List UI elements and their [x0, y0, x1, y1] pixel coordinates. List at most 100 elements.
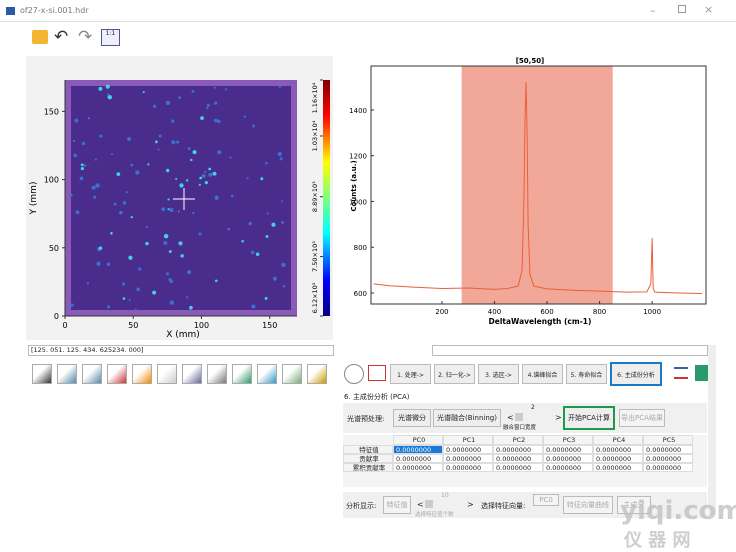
minimize[interactable]: – [650, 4, 656, 17]
column-header: PC2 [493, 435, 543, 445]
hot-pixel [79, 176, 84, 181]
redo-icon[interactable]: ↷ [78, 27, 93, 47]
table-cell: 0.0000000 [593, 454, 643, 463]
y-axis-label: Y (mm) [29, 182, 39, 216]
tool-icon[interactable] [82, 364, 102, 384]
hot-pixel [190, 158, 193, 162]
export-icon[interactable] [695, 365, 709, 381]
scrollbar[interactable] [708, 345, 716, 515]
hot-pixel [282, 284, 286, 288]
tool-icon[interactable] [157, 364, 177, 384]
tool-icon[interactable] [207, 364, 227, 384]
display-row: 分析显示: 特征值 < 10 选择特征值个数 > 选择特征向量: PC0 特征向… [343, 492, 707, 518]
map-body [71, 86, 291, 310]
close[interactable]: × [704, 3, 714, 16]
zoom-icon[interactable] [344, 364, 364, 384]
hot-pixel [214, 195, 219, 200]
tool-icon[interactable] [107, 364, 127, 384]
spectrum-panel: [50,50] DeltaWavelength (cm-1) Counts (a… [340, 56, 716, 340]
tool-row [32, 364, 342, 388]
pdf-icon[interactable] [368, 365, 386, 381]
tab[interactable]: 3. 选区-> [478, 364, 519, 384]
hot-pixel [95, 183, 100, 188]
hot-pixel [72, 139, 76, 143]
undo-icon[interactable]: ↶ [54, 27, 69, 47]
tool-icon[interactable] [307, 364, 327, 384]
hot-pixel [165, 272, 170, 276]
x-tick-label: 50 [128, 321, 138, 330]
tool-icon[interactable] [232, 364, 252, 384]
highlight [461, 66, 613, 304]
spin-next[interactable]: > [467, 500, 474, 509]
hot-pixel [204, 170, 207, 174]
hot-pixel [81, 141, 86, 146]
hot-pixel [191, 89, 195, 93]
status-field [432, 345, 708, 356]
spin-next[interactable]: > [555, 413, 562, 422]
button[interactable]: 特征值 [383, 496, 411, 514]
dropdown[interactable]: PC0 [533, 494, 559, 506]
hot-pixel [107, 94, 112, 100]
hot-pixel [165, 100, 171, 106]
hot-pixel [168, 250, 172, 253]
tab[interactable]: 1. 处理-> [390, 364, 431, 384]
label: 分析显示: [346, 502, 377, 510]
tab[interactable]: 2. 归一化-> [434, 364, 475, 384]
hot-pixel [180, 254, 184, 258]
hot-pixel [171, 119, 175, 123]
section-title: 6. 主成份分析 (PCA) [344, 393, 410, 401]
spin-prev[interactable]: < [507, 413, 514, 422]
hot-pixel [136, 287, 140, 292]
label: 选择特征值个数 [415, 512, 454, 518]
hot-pixel [192, 150, 197, 155]
x-tick-label: 0 [62, 321, 67, 330]
start-button[interactable]: 开始PCA计算 [563, 406, 615, 430]
tool-icon[interactable] [282, 364, 302, 384]
tool-icon[interactable] [32, 364, 52, 384]
table-cell: 0.0000000 [443, 445, 493, 454]
tab[interactable]: 4.谱峰拟合 [522, 364, 563, 384]
hot-pixel [169, 207, 174, 213]
column-header: PC1 [443, 435, 493, 445]
colorbar-tick-label: 7.50×10³ [311, 241, 319, 272]
open-icon[interactable] [32, 30, 48, 44]
tab[interactable]: 5. 寿命拟合 [566, 364, 607, 384]
hot-pixel [152, 290, 157, 295]
list-icon[interactable] [674, 367, 688, 379]
hot-pixel [110, 231, 113, 235]
button[interactable]: 特征向量曲线 [563, 496, 613, 514]
export-button[interactable]: 导出PCA结果 [619, 409, 665, 427]
maximize[interactable] [678, 5, 686, 13]
slider[interactable] [515, 413, 523, 421]
hot-pixel [230, 194, 234, 198]
tool-icon[interactable] [257, 364, 277, 384]
tool-icon[interactable] [57, 364, 77, 384]
hot-pixel [200, 116, 204, 121]
hot-pixel [83, 164, 87, 167]
tool-icon[interactable] [132, 364, 152, 384]
slider[interactable] [425, 500, 433, 508]
hot-pixel [246, 177, 249, 180]
button[interactable]: 光谱融合(Binning) [433, 409, 501, 427]
hot-pixel [107, 93, 110, 96]
hot-pixel [179, 183, 184, 188]
hot-pixel [80, 167, 84, 171]
hot-pixel [178, 96, 182, 100]
colorbar-tick-label: 1.16×10⁴ [311, 82, 319, 113]
tab[interactable]: 6. 主成份分析 [610, 362, 662, 386]
spin-prev[interactable]: < [417, 500, 424, 509]
x-tick-label: 100 [194, 321, 209, 330]
hot-pixel [168, 277, 172, 282]
hot-pixel [167, 198, 170, 201]
table-cell: 0.0000000 [493, 454, 543, 463]
hot-pixel [189, 305, 193, 310]
hot-pixel [177, 210, 181, 213]
tool-icon[interactable] [182, 364, 202, 384]
scale-icon[interactable]: 1:1 [101, 29, 120, 46]
y-tick-label: 50 [49, 244, 59, 253]
table-cell: 0.0000000 [593, 463, 643, 472]
hot-pixel [125, 191, 128, 194]
hot-pixel [70, 303, 74, 307]
button[interactable]: 光谱微分 [393, 409, 431, 427]
button[interactable]: 主成分 [617, 496, 651, 514]
